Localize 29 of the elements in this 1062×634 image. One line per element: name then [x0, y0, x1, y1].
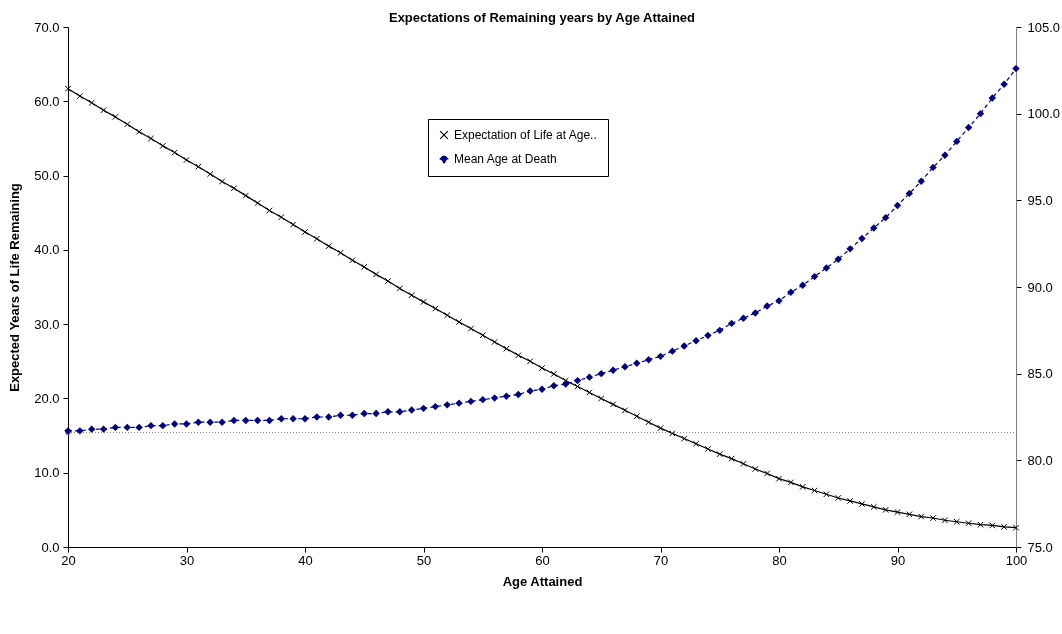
y-tick-label: 50.0	[34, 168, 60, 184]
y2-tick-label: 85.0	[1027, 366, 1053, 382]
y-tick-label: 20.0	[34, 390, 60, 406]
x-tick-label: 80	[772, 552, 787, 568]
x-tick-label: 90	[890, 552, 906, 568]
x-tick-label: 30	[179, 552, 195, 568]
y2-tick-label: 90.0	[1027, 279, 1053, 295]
legend-label: Mean Age at Death	[454, 152, 557, 166]
x-tick-label: 50	[416, 552, 432, 568]
x-axis-title: Age Attained	[502, 573, 583, 589]
y2-tick-label: 105.0	[1027, 19, 1061, 35]
x-tick-label: 40	[298, 552, 313, 568]
y-tick-label: 30.0	[34, 316, 60, 332]
y-tick-label: 0.0	[41, 539, 60, 555]
y-tick-label: 10.0	[34, 465, 60, 481]
x-tick-label: 60	[535, 552, 550, 568]
y-tick-label: 40.0	[34, 242, 60, 258]
x-tick-label: 70	[653, 552, 669, 568]
x-tick-label: 100	[1005, 552, 1028, 568]
legend-label: Expectation of Life at Age..	[454, 128, 597, 142]
chart-title: Expectations of Remaining years by Age Attained	[388, 10, 696, 25]
y2-tick-label: 100.0	[1027, 106, 1061, 122]
y2-tick-label: 75.0	[1027, 539, 1053, 555]
y-axis-title: Expected Years of Life Remaining	[7, 183, 23, 392]
y-tick-label: 70.0	[34, 19, 60, 35]
y-tick-label: 60.0	[34, 93, 60, 109]
y2-tick-label: 80.0	[1027, 452, 1053, 468]
x-tick-label: 20	[61, 552, 76, 568]
y2-tick-label: 95.0	[1027, 192, 1053, 208]
